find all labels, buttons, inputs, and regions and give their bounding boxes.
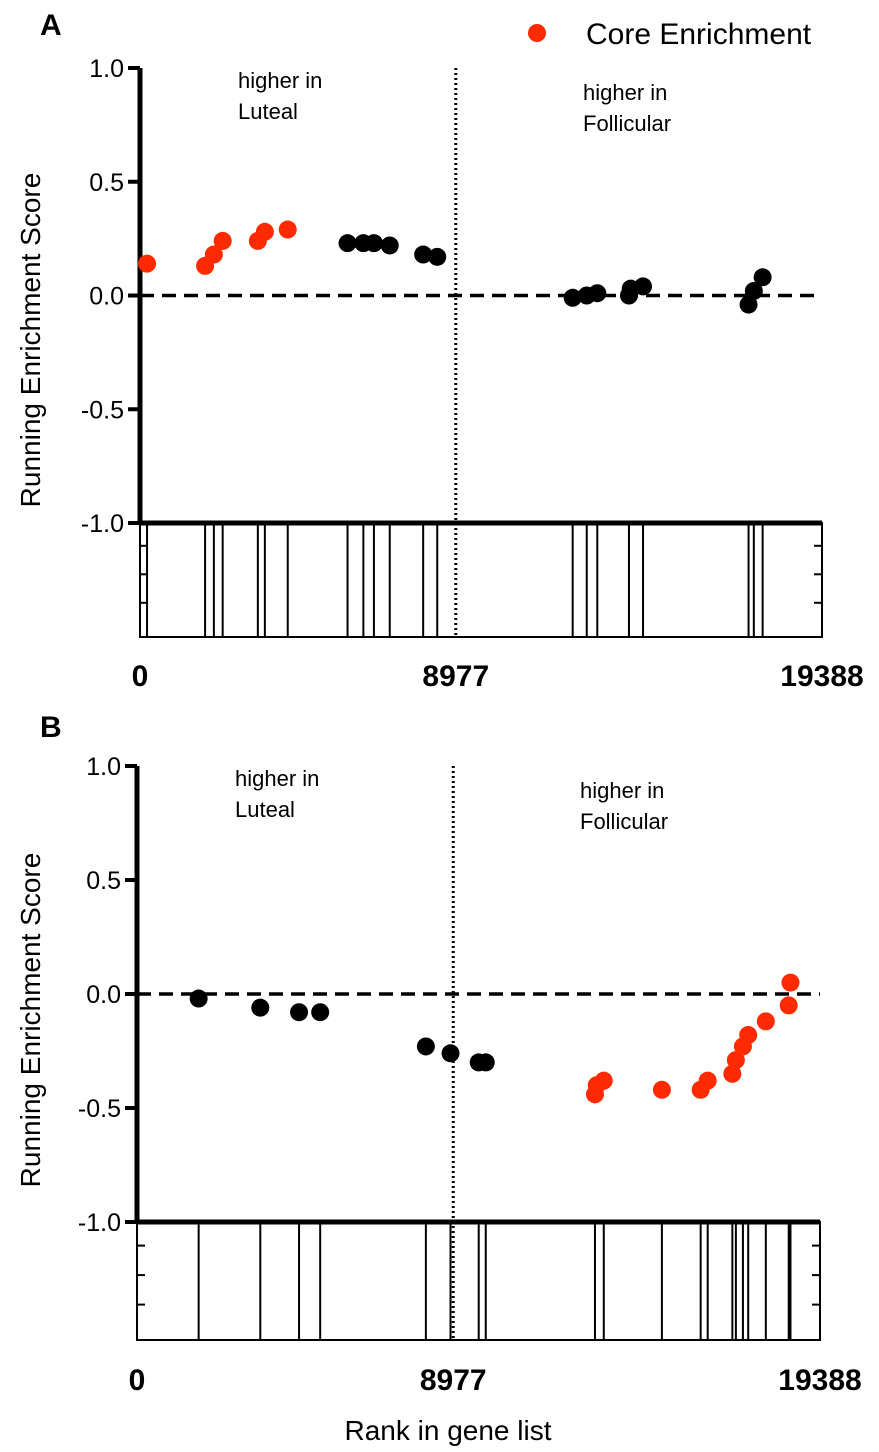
data-point: [364, 234, 383, 253]
data-point: [753, 268, 772, 287]
core-enrichment-point: [781, 973, 800, 992]
data-point: [563, 288, 582, 307]
data-point: [189, 989, 208, 1008]
core-enrichment-point: [726, 1051, 745, 1070]
y-tick-label: 0.5: [89, 169, 124, 197]
data-point: [441, 1044, 460, 1063]
y-tick-label: 0.0: [86, 981, 121, 1009]
data-point: [739, 295, 758, 314]
legend-core-marker: [528, 24, 546, 42]
data-point: [476, 1053, 495, 1072]
panel-letter: A: [40, 9, 62, 42]
data-point: [634, 277, 653, 296]
region-label-follicular: higher in: [580, 778, 664, 803]
y-tick-label: 0.5: [86, 867, 121, 895]
core-enrichment-point: [723, 1064, 742, 1083]
data-point: [414, 245, 433, 264]
y-tick-label: 0.0: [89, 283, 124, 311]
panel-letter: B: [40, 711, 62, 744]
y-tick-label: -0.5: [81, 396, 124, 424]
x-tick-label: 19388: [778, 1364, 861, 1397]
data-point: [380, 236, 399, 255]
x-tick-label: 0: [129, 1364, 146, 1397]
data-point: [338, 234, 357, 253]
region-label-luteal: Luteal: [235, 797, 295, 822]
core-enrichment-point: [213, 231, 232, 250]
x-axis-title: Rank in gene list: [344, 1415, 551, 1446]
panel-a: A 1.0 0.5 0.0 -0.5 -1.0 higher in Luteal higher…: [40, 9, 864, 693]
legend: Core Enrichment: [528, 18, 812, 51]
region-label-luteal: higher in: [235, 766, 319, 791]
data-point: [588, 284, 607, 303]
core-enrichment-point: [255, 222, 274, 241]
data-point: [311, 1003, 330, 1022]
y-tick-label: -1.0: [81, 510, 124, 538]
y-tick-label: -0.5: [78, 1095, 121, 1123]
core-enrichment-point: [278, 220, 297, 239]
core-enrichment-point: [756, 1012, 775, 1031]
panel-b: B 1.0 0.5 0.0 -0.5 -1.0 higher in Luteal higher…: [40, 711, 862, 1397]
core-enrichment-point: [594, 1071, 613, 1090]
core-enrichment-point: [739, 1026, 758, 1045]
x-tick-label: 8977: [422, 660, 489, 693]
core-enrichment-point: [204, 245, 223, 264]
core-enrichment-point: [138, 254, 157, 273]
data-point: [416, 1037, 435, 1056]
region-label-follicular: Follicular: [583, 111, 671, 136]
x-tick-label: 19388: [780, 660, 863, 693]
data-point: [251, 998, 270, 1017]
y-tick-label: 1.0: [86, 753, 121, 781]
data-point: [428, 247, 447, 266]
data-point: [290, 1003, 309, 1022]
x-tick-label: 0: [132, 660, 149, 693]
y-axis-title-a: Running Enrichment Score: [15, 173, 46, 508]
y-tick-label: 1.0: [89, 55, 124, 83]
core-enrichment-point: [779, 996, 798, 1015]
y-axis-title-b: Running Enrichment Score: [15, 853, 46, 1188]
y-tick-label: -1.0: [78, 1209, 121, 1237]
x-tick-label: 8977: [420, 1364, 487, 1397]
region-label-follicular: higher in: [583, 80, 667, 105]
core-enrichment-point: [652, 1080, 671, 1099]
region-label-luteal: Luteal: [238, 99, 298, 124]
data-point: [744, 281, 763, 300]
region-label-follicular: Follicular: [580, 809, 668, 834]
rug-box: [139, 522, 823, 638]
region-label-luteal: higher in: [238, 68, 322, 93]
legend-label: Core Enrichment: [586, 18, 812, 51]
core-enrichment-point: [698, 1071, 717, 1090]
